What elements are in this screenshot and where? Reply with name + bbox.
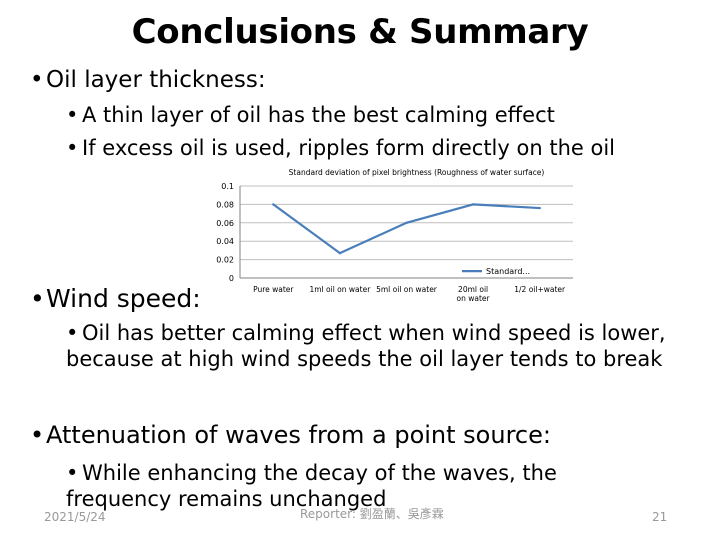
y-tick-label: 0.04 <box>216 237 234 246</box>
bullet-dot: • <box>66 321 79 345</box>
data-point <box>538 206 541 210</box>
bullet-dot: • <box>66 136 79 160</box>
bullet-text: A thin layer of oil has the best calming… <box>82 103 555 127</box>
y-tick-label: 0.1 <box>221 182 234 191</box>
bullet-calming-effect: • Oil has better calming effect when wind… <box>66 320 696 372</box>
footer-reporter: Reporter: 劉盈蘭、吳彥霖 <box>300 507 444 521</box>
bullet-wind-speed: •Wind speed: <box>30 284 201 313</box>
chart-labels: Standard deviation of pixel brightness (… <box>216 168 566 303</box>
series-line <box>272 203 540 255</box>
footer-page-number: 21 <box>652 510 668 524</box>
legend-label: Standard... <box>486 267 530 276</box>
bullet-attenuation: •Attenuation of waves from a point sourc… <box>30 421 551 449</box>
y-tick-label: 0 <box>229 274 234 283</box>
bullet-dot: • <box>66 461 79 485</box>
bullet-dot: • <box>30 67 44 93</box>
data-point <box>405 221 408 224</box>
y-tick-label: 0.02 <box>216 256 234 265</box>
bullet-dot: • <box>66 103 79 127</box>
bullet-text: Attenuation of waves from a point source… <box>46 421 551 449</box>
slide-title: Conclusions & Summary <box>131 12 589 52</box>
data-point <box>338 251 342 255</box>
bullet-text: Oil has better calming effect when wind … <box>66 321 666 371</box>
bullet-text: If excess oil is used, ripples form dire… <box>82 136 615 160</box>
y-tick-label: 0.06 <box>216 219 234 228</box>
x-tick-label: 5ml oil on water <box>376 285 438 294</box>
footer-date: 2021/5/24 <box>44 510 106 524</box>
x-tick-label: 20ml oil on water <box>457 285 491 303</box>
bullet-text: While enhancing the decay of the waves, … <box>66 461 557 511</box>
roughness-line-chart: Standard deviation of pixel brightness (… <box>216 168 573 303</box>
x-tick-label: Pure water <box>253 285 294 294</box>
bullet-oil-layer-thickness: • Oil layer thickness: <box>30 66 266 94</box>
bullet-text: Wind speed: <box>46 284 201 313</box>
chart-series <box>272 203 541 255</box>
bullet-thin-layer: • A thin layer of oil has the best calmin… <box>66 102 555 128</box>
bullet-text: Oil layer thickness: <box>46 67 266 93</box>
chart-title: Standard deviation of pixel brightness (… <box>289 168 545 177</box>
y-tick-label: 0.08 <box>216 200 234 209</box>
data-point <box>272 203 275 206</box>
chart-axis <box>239 186 573 279</box>
data-point <box>471 203 475 206</box>
bullet-excess-oil: • If excess oil is used, ripples form dir… <box>66 135 615 161</box>
bullet-dot: • <box>30 421 45 449</box>
bullet-dot: • <box>30 284 45 313</box>
bullet-wave-decay: • While enhancing the decay of the waves,… <box>66 460 636 512</box>
x-tick-label: 1ml oil on water <box>310 285 372 294</box>
x-tick-label: 1/2 oil+water <box>514 285 566 294</box>
